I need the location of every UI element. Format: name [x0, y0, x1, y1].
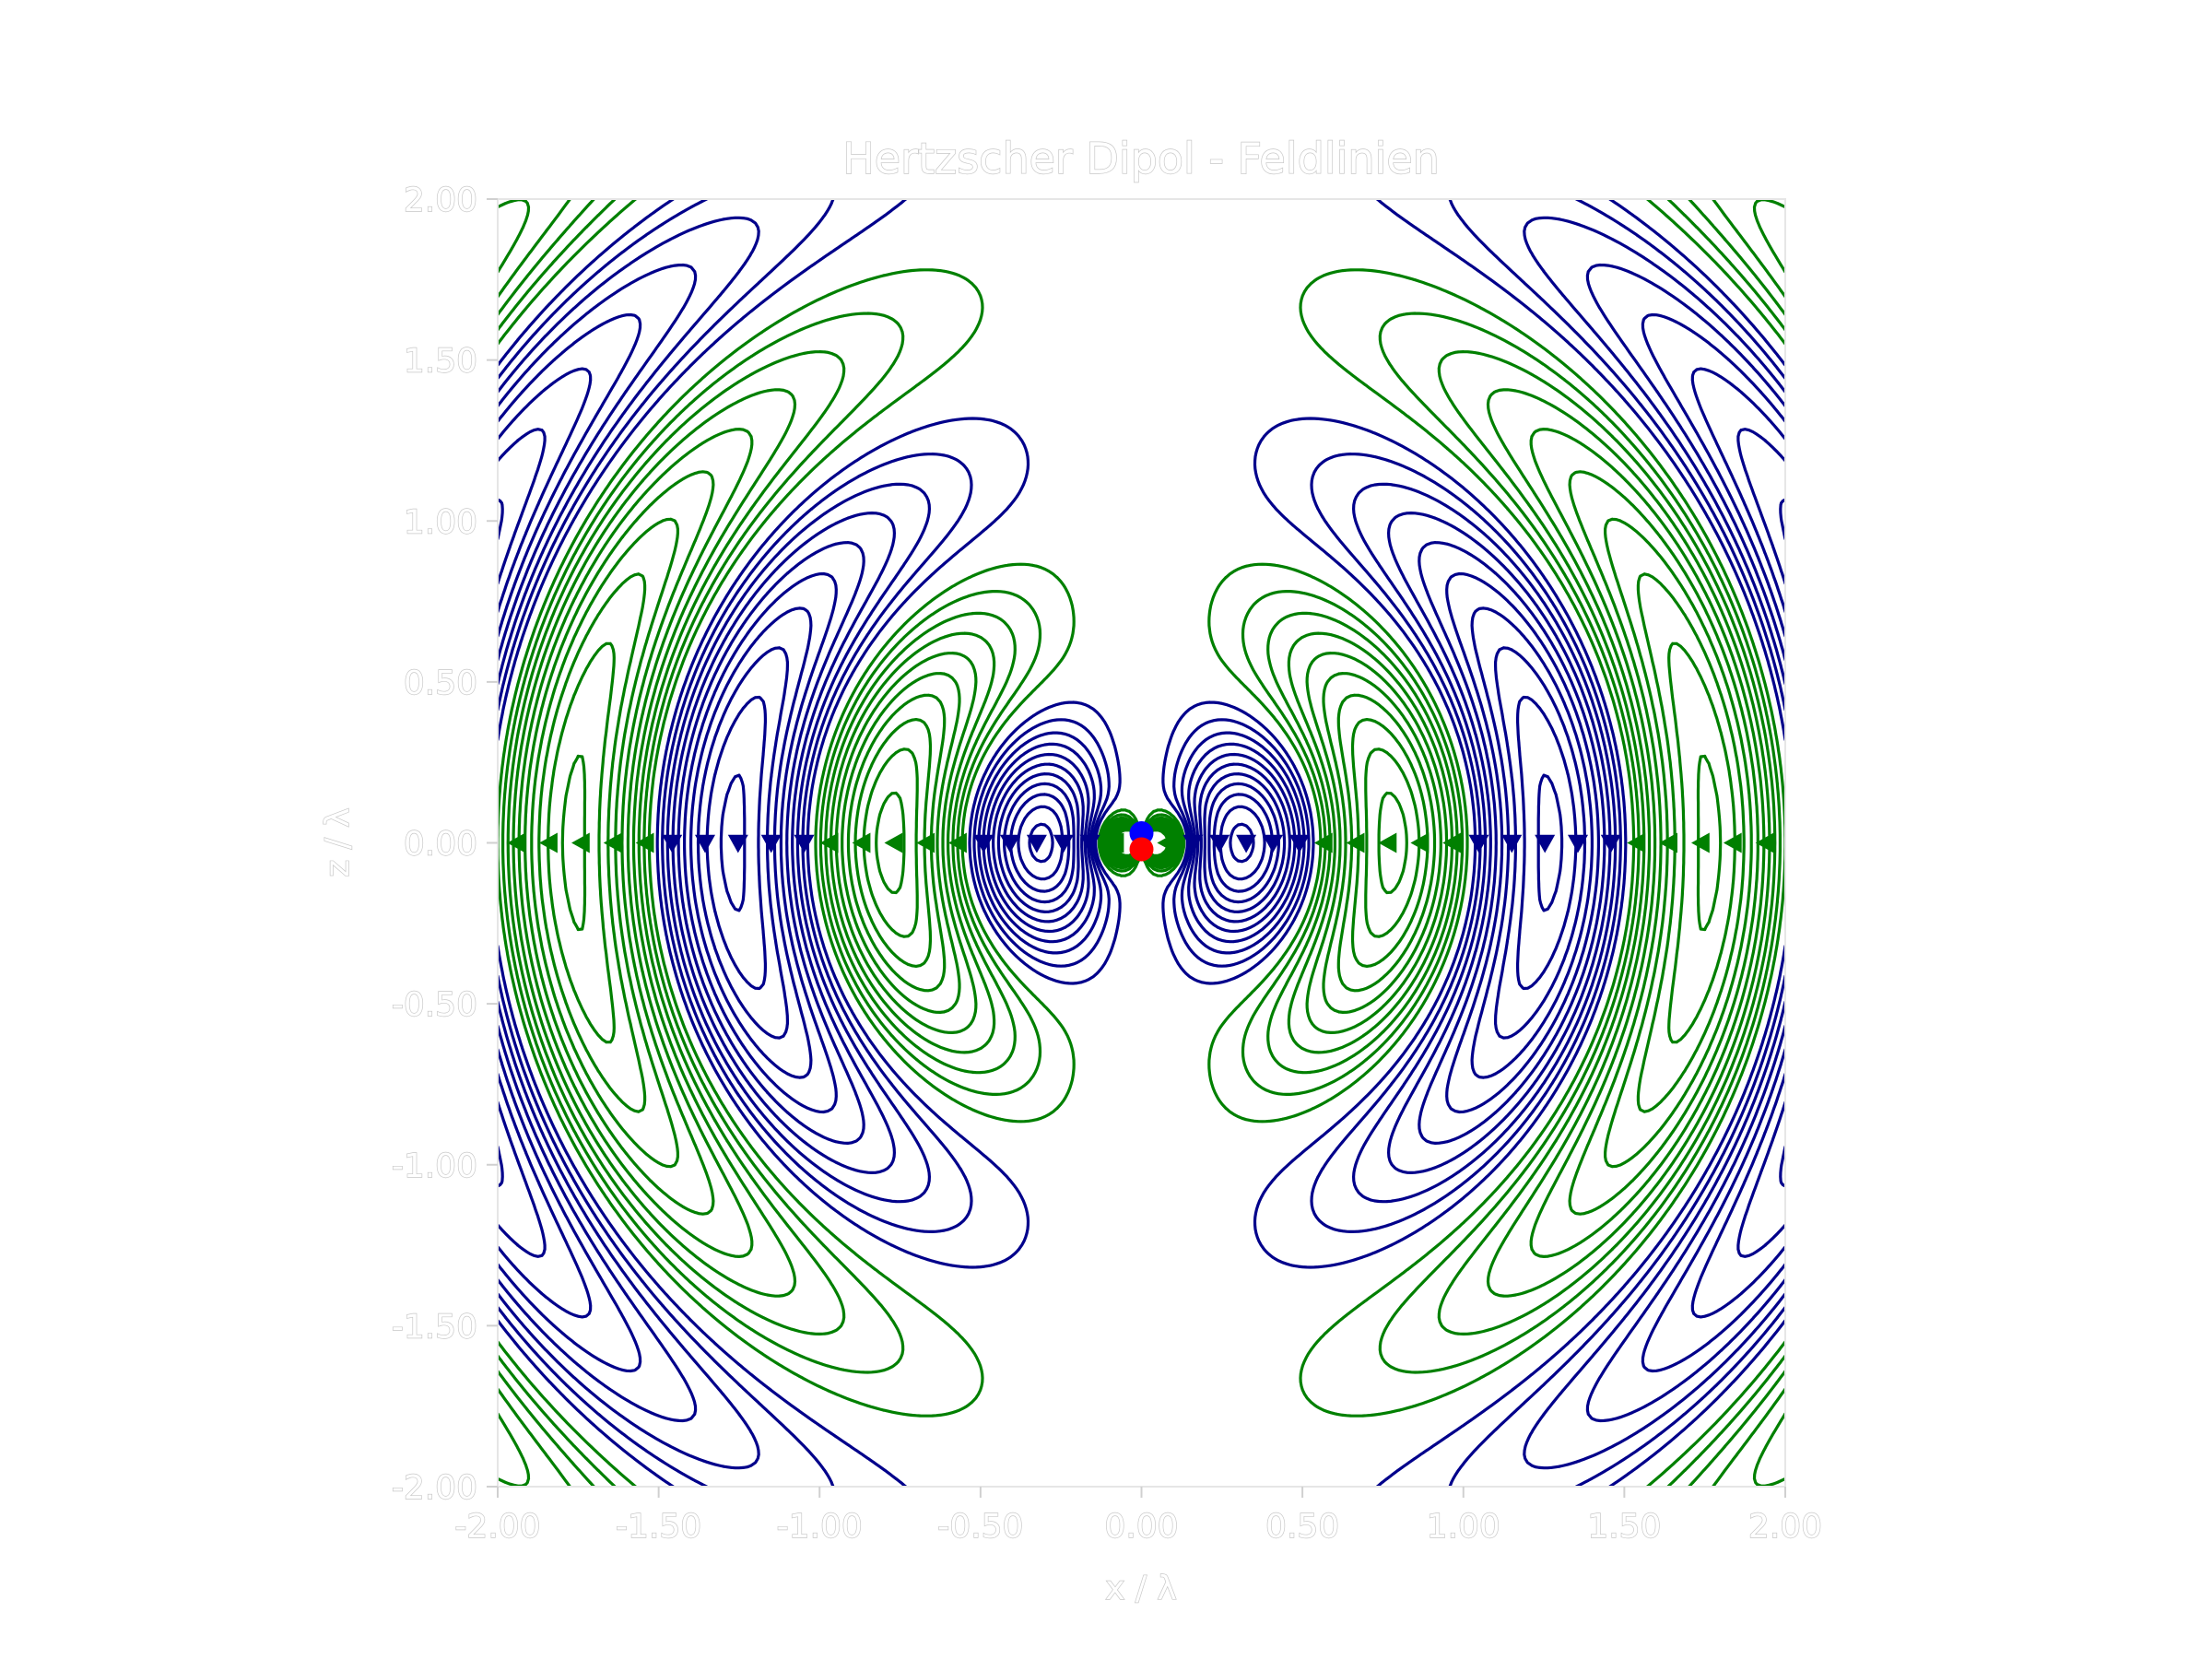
positive-field-line — [530, 517, 1753, 1169]
negative-arrow-marker — [1568, 834, 1588, 853]
y-tick-label: 1.50 — [404, 343, 477, 381]
x-tick-label: -1.50 — [616, 1508, 701, 1546]
positive-arrow-marker — [1442, 832, 1461, 853]
chart-title: Hertzscher Dipol - Feldlinien — [842, 134, 1440, 183]
positive-arrow-marker — [539, 832, 558, 853]
field-line-layer — [498, 199, 1785, 1487]
x-axis-label: x / λ — [1105, 1570, 1177, 1607]
x-tick-label: -2.00 — [454, 1508, 540, 1546]
positive-arrow-marker — [852, 832, 871, 853]
y-tick-label: 0.00 — [404, 826, 477, 864]
negative-field-line — [498, 199, 1785, 1487]
negative-arrow-marker — [727, 834, 748, 853]
y-tick-label: -2.00 — [392, 1469, 477, 1507]
positive-arrow-marker — [571, 832, 590, 853]
lower-charge — [1129, 837, 1154, 862]
negative-field-line — [498, 312, 1785, 1373]
positive-field-line — [498, 199, 1785, 1487]
positive-arrow-marker — [603, 832, 622, 853]
positive-field-line — [524, 470, 1759, 1216]
positive-arrow-marker — [1099, 832, 1118, 853]
x-tick-label: 0.00 — [1104, 1508, 1178, 1546]
negative-arrow-marker — [1600, 834, 1621, 853]
positive-field-line — [498, 199, 1785, 1487]
positive-arrow-marker — [884, 832, 903, 853]
dipole-charges — [1129, 821, 1154, 862]
positive-field-line — [537, 572, 1746, 1113]
positive-arrow-marker — [1163, 832, 1182, 853]
negative-arrow-marker — [1026, 834, 1047, 853]
negative-arrow-marker — [1468, 834, 1489, 853]
positive-arrow-marker — [1313, 832, 1333, 853]
y-tick-label: -1.00 — [392, 1147, 477, 1185]
negative-field-line — [498, 199, 1785, 1487]
positive-arrow-marker — [819, 832, 839, 853]
x-tick-label: -1.00 — [777, 1508, 863, 1546]
positive-arrow-marker — [1346, 832, 1365, 853]
positive-arrow-marker — [1755, 832, 1774, 853]
negative-arrow-marker — [1182, 834, 1204, 853]
x-tick-label: -0.50 — [937, 1508, 1023, 1546]
negative-field-line — [498, 428, 1785, 1258]
positive-arrow-marker — [507, 832, 526, 853]
negative-field-line — [498, 263, 1785, 1423]
negative-arrow-marker — [1263, 834, 1283, 853]
negative-arrow-marker — [1288, 834, 1310, 853]
y-tick-label: -0.50 — [392, 986, 477, 1024]
positive-arrow-marker — [1410, 832, 1430, 853]
x-tick-label: 1.00 — [1427, 1508, 1500, 1546]
negative-arrow-marker — [695, 834, 715, 853]
positive-field-line — [498, 199, 1785, 1487]
y-tick-label: 1.00 — [404, 503, 477, 541]
y-tick-label: 2.00 — [404, 182, 477, 219]
positive-arrow-marker — [1627, 832, 1646, 853]
x-axis-ticks: -2.00 -1.50 -1.00 -0.50 0.00 0.50 1.00 1.50 2.00 — [454, 1487, 1823, 1547]
positive-arrow-marker — [1723, 832, 1742, 853]
negative-arrow-marker — [794, 834, 815, 853]
x-tick-label: 2.00 — [1748, 1508, 1822, 1546]
negative-arrow-marker — [1501, 834, 1523, 853]
negative-field-line — [498, 216, 1785, 1470]
negative-arrow-marker — [973, 834, 994, 853]
negative-arrow-marker — [1079, 834, 1100, 853]
negative-arrow-marker — [1209, 834, 1230, 853]
negative-arrow-marker — [1535, 834, 1556, 853]
positive-arrow-marker — [1659, 832, 1677, 853]
positive-arrow-marker — [916, 832, 935, 853]
x-tick-label: 1.50 — [1587, 1508, 1661, 1546]
negative-field-line — [1028, 822, 1255, 864]
negative-arrow-marker — [1236, 834, 1257, 853]
x-tick-label: 0.50 — [1265, 1508, 1339, 1546]
positive-arrow-marker — [1691, 832, 1710, 853]
negative-arrow-marker — [1000, 834, 1020, 853]
y-axis-ticks: 2.00 1.50 1.00 0.50 0.00 -0.50 -1.00 -1.50 -2.00 — [391, 181, 498, 1508]
negative-field-line — [705, 695, 1578, 991]
positive-field-line — [498, 199, 1785, 1487]
positive-arrow-marker — [635, 832, 654, 853]
negative-arrow-marker — [662, 834, 683, 853]
y-tick-label: 0.50 — [404, 665, 477, 702]
negative-arrow-marker — [1053, 834, 1074, 853]
y-axis-label: z / λ — [319, 807, 357, 877]
negative-field-line — [498, 498, 1785, 1188]
positive-field-line — [547, 641, 1736, 1044]
y-tick-label: -1.50 — [392, 1308, 477, 1346]
positive-field-line — [498, 199, 1785, 1487]
positive-arrow-marker — [1378, 832, 1397, 853]
negative-arrow-marker — [760, 834, 782, 853]
positive-arrow-marker — [948, 832, 967, 853]
arrow-marker-layer — [507, 832, 1774, 853]
negative-field-line — [498, 367, 1785, 1319]
